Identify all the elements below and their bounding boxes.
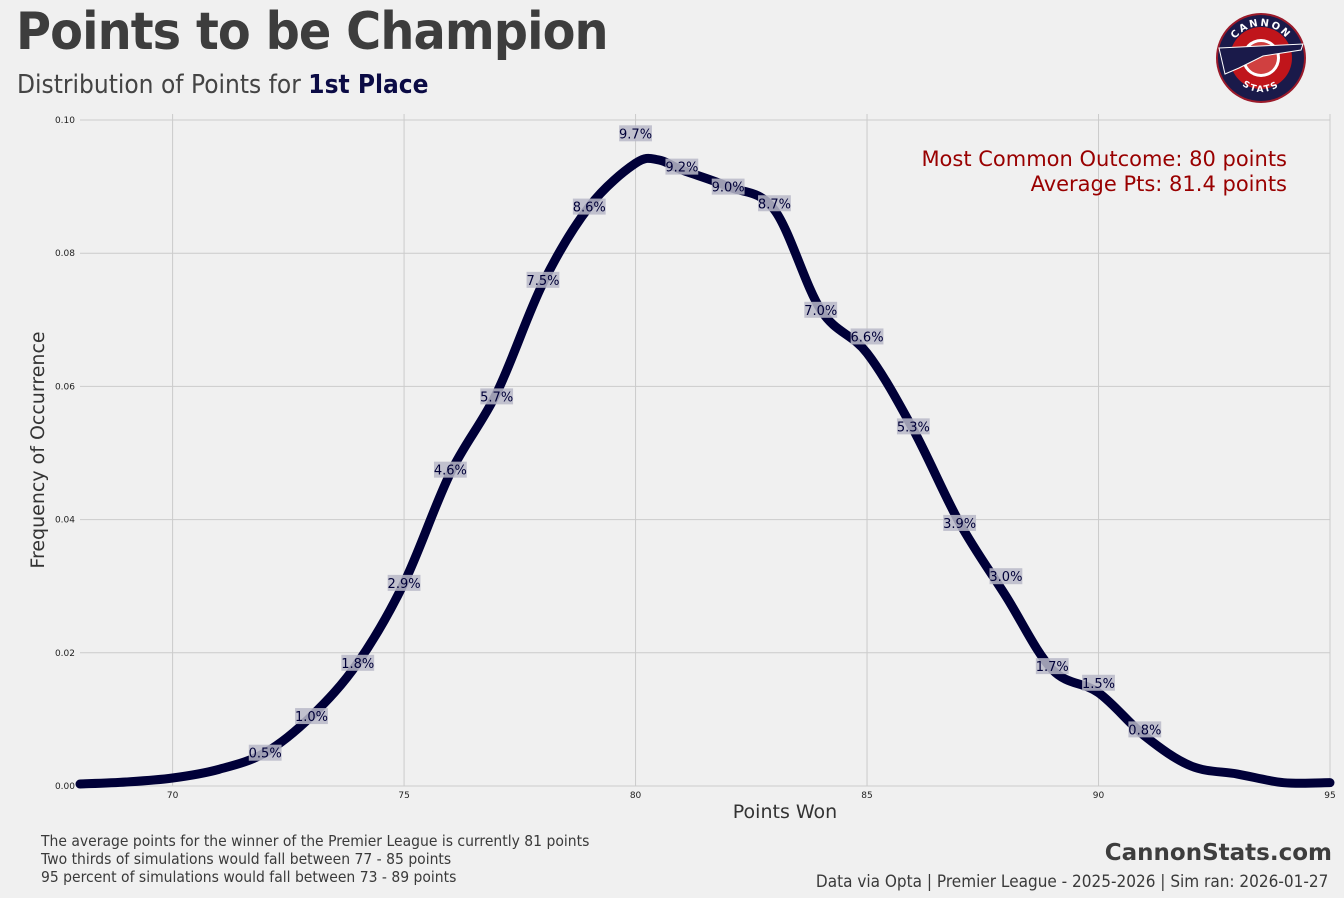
y-axis-label: Frequency of Occurrence [27, 331, 49, 568]
data-label: 5.3% [897, 418, 930, 435]
footer-note: Two thirds of simulations would fall bet… [41, 850, 452, 868]
data-label: 0.8% [1128, 721, 1161, 738]
chart-series [75, 153, 1335, 789]
data-label-text: 9.7% [619, 127, 652, 142]
footer-source: Data via Opta | Premier League - 2025-20… [815, 872, 1328, 892]
data-label-box [480, 388, 514, 405]
data-label-box [665, 158, 699, 175]
data-label-box [989, 568, 1023, 585]
data-label-box [758, 195, 791, 212]
y-tick-label: 0.10 [55, 116, 75, 126]
data-label-text: 7.0% [804, 304, 837, 319]
data-label: 0.5% [248, 744, 282, 762]
y-tick-label: 0.04 [55, 516, 75, 526]
data-label-box [295, 708, 328, 725]
x-tick-label: 80 [630, 791, 642, 801]
page-subtitle: Distribution of Points for 1st Place [17, 70, 429, 100]
data-label: 8.7% [758, 195, 791, 212]
data-label: 3.0% [989, 568, 1022, 585]
data-label: 1.5% [1082, 674, 1115, 692]
data-label-box [1082, 674, 1115, 691]
x-tick-label: 85 [861, 791, 872, 801]
y-tick-label: 0.02 [55, 649, 75, 659]
chart-annotation: Most Common Outcome: 80 points [921, 147, 1287, 171]
data-label-text: 0.5% [249, 747, 282, 762]
data-label-text: 0.8% [1128, 723, 1161, 738]
data-label: 1.0% [295, 708, 328, 725]
cannon-stats-logo: CANNON STATS [1216, 13, 1306, 103]
series-line [75, 153, 1335, 789]
subtitle-prefix: Distribution of Points for [17, 70, 309, 100]
data-label: 9.2% [665, 158, 699, 176]
data-label-box [341, 654, 375, 671]
footer-notes: The average points for the winner of the… [41, 832, 589, 886]
data-label-text: 5.7% [480, 390, 513, 405]
chart-grid [80, 114, 1331, 787]
data-label-text: 1.7% [1036, 660, 1069, 675]
data-label: 7.5% [526, 271, 560, 289]
page-title: Points to be Champion [16, 2, 609, 62]
data-label-text: 8.7% [758, 197, 791, 212]
data-label-box [850, 328, 884, 345]
data-label-text: 3.0% [989, 570, 1022, 585]
data-label-text: 1.0% [295, 710, 328, 725]
data-label-text: 9.0% [712, 181, 745, 196]
data-label-text: 9.2% [665, 161, 698, 176]
footer-brand: CannonStats.com [1104, 840, 1332, 866]
x-tick-label: 75 [398, 791, 409, 801]
data-label-box [896, 418, 930, 435]
data-label-text: 6.6% [851, 330, 884, 345]
data-label: 9.7% [619, 125, 652, 142]
data-label-text: 3.9% [943, 517, 976, 532]
data-label-box [1035, 658, 1069, 675]
data-label: 6.6% [851, 328, 884, 345]
data-label-box [526, 271, 560, 288]
x-tick-label: 95 [1324, 791, 1335, 801]
x-tick-label: 90 [1093, 791, 1105, 801]
data-label: 7.0% [804, 301, 838, 319]
data-label-box [804, 301, 838, 318]
chart-annotation: Average Pts: 81.4 points [1031, 172, 1287, 196]
y-tick-label: 0.06 [55, 382, 75, 392]
data-label-box [248, 744, 282, 761]
data-label-box [572, 198, 606, 215]
data-label: 8.6% [572, 198, 606, 216]
footer-note: The average points for the winner of the… [41, 832, 590, 850]
data-label: 3.9% [943, 514, 977, 532]
footer-note: 95 percent of simulations would fall bet… [41, 868, 457, 886]
data-label-text: 1.8% [341, 657, 374, 672]
data-label-box [619, 125, 652, 142]
data-label: 4.6% [433, 461, 467, 479]
x-tick-label: 70 [167, 791, 179, 801]
data-label-text: 2.9% [388, 577, 421, 592]
subtitle-highlight: 1st Place [308, 70, 429, 100]
chart-data-labels: 0.5% 1.0% 1.8% 2.9% 4.6% 5.7% 7.5% 8.6% 9.7% 9.2%… [248, 125, 1161, 762]
data-label-text: 1.5% [1082, 677, 1115, 692]
data-label-text: 8.6% [573, 201, 606, 216]
data-label: 1.7% [1036, 658, 1069, 675]
data-label-text: 4.6% [434, 464, 467, 479]
data-label: 2.9% [387, 574, 421, 592]
data-label-text: 7.5% [526, 274, 559, 289]
y-tick-label: 0.00 [55, 782, 75, 792]
data-label-box [433, 461, 467, 478]
y-tick-label: 0.08 [55, 249, 75, 259]
data-label-box [387, 574, 421, 591]
data-label: 5.7% [480, 388, 513, 405]
data-label-box [1128, 721, 1162, 738]
chart-axes: 0.00 0.02 0.04 0.06 0.08 0.10 70 75 80 85 90 95 Poin… [27, 116, 1336, 823]
data-label-box [943, 514, 977, 531]
data-label: 9.0% [711, 178, 745, 196]
data-label-text: 5.3% [897, 420, 930, 435]
data-label: 1.8% [341, 654, 375, 672]
data-label-box [711, 178, 745, 195]
x-axis-label: Points Won [733, 801, 837, 823]
logo-cannon-icon [1218, 43, 1304, 75]
